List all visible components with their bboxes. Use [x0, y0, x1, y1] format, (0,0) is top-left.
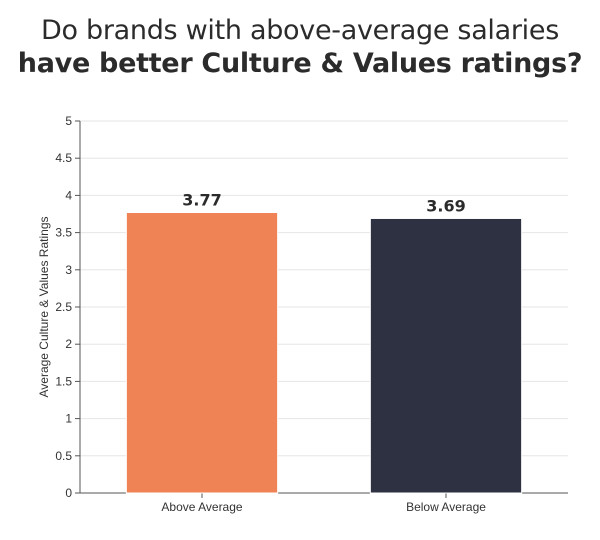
y-tick-label: 3	[65, 263, 72, 277]
chart-title-line1: Do brands with above-average salaries	[41, 15, 559, 46]
y-tick-label: 4.5	[55, 151, 72, 165]
bar-above-average	[125, 212, 279, 494]
x-category-label: Below Average	[406, 500, 486, 514]
bar-value-label: 3.77	[182, 191, 221, 210]
y-tick-label: 4	[65, 188, 72, 202]
y-tick-label: 2.5	[55, 300, 72, 314]
y-tick-label: 0	[65, 486, 72, 500]
y-tick-label: 0.5	[55, 449, 72, 463]
chart-title-line2: have better Culture & Values ratings?	[17, 48, 583, 79]
bar-value-label: 3.69	[426, 196, 465, 215]
y-tick-label: 1	[65, 412, 72, 426]
chart-title: Do brands with above-average salaries ha…	[0, 14, 600, 80]
bars	[125, 212, 523, 494]
y-tick-label: 1.5	[55, 374, 72, 388]
x-category-label: Above Average	[161, 500, 243, 514]
y-tick-label: 3.5	[55, 226, 72, 240]
y-tick-label: 2	[65, 337, 72, 351]
y-axis-title: Average Culture & Values Ratings	[37, 217, 51, 398]
bar-below-average	[369, 217, 523, 494]
y-tick-label: 5	[65, 114, 72, 128]
labels: 0 0.5 1 1.5 2 2.5 3 3.5 4 4.5 5 Above Average 3.77 Be…	[55, 114, 486, 514]
